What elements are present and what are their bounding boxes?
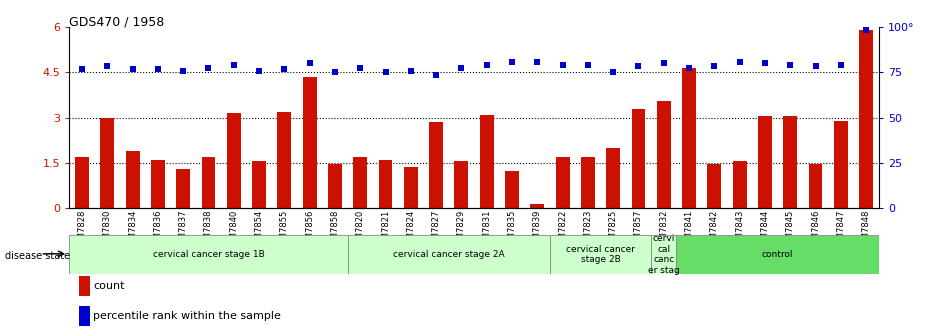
Bar bbox=[69, 235, 348, 274]
Bar bbox=[404, 167, 418, 208]
Point bbox=[252, 68, 266, 74]
Bar bbox=[177, 169, 191, 208]
Point bbox=[682, 65, 697, 70]
Text: disease state: disease state bbox=[5, 251, 69, 261]
Point bbox=[808, 64, 823, 69]
Point bbox=[277, 67, 291, 72]
Point bbox=[606, 70, 621, 75]
Bar bbox=[100, 118, 115, 208]
Point bbox=[378, 70, 393, 75]
Bar bbox=[454, 161, 468, 208]
Bar bbox=[758, 116, 771, 208]
Bar bbox=[348, 235, 550, 274]
Point bbox=[631, 64, 646, 69]
Text: GDS470 / 1958: GDS470 / 1958 bbox=[69, 15, 165, 28]
Point bbox=[555, 62, 570, 68]
Point bbox=[657, 60, 672, 66]
Bar bbox=[505, 170, 519, 208]
Bar bbox=[808, 164, 822, 208]
Point bbox=[454, 65, 469, 70]
Point bbox=[302, 60, 317, 66]
Bar bbox=[227, 113, 240, 208]
Bar bbox=[651, 235, 676, 274]
Bar bbox=[606, 148, 620, 208]
Point bbox=[352, 65, 367, 70]
Text: control: control bbox=[762, 250, 794, 259]
Bar bbox=[708, 164, 722, 208]
Bar bbox=[378, 160, 392, 208]
Bar bbox=[253, 161, 266, 208]
Point bbox=[505, 59, 520, 65]
Bar bbox=[783, 116, 797, 208]
Point bbox=[733, 59, 747, 65]
Bar bbox=[657, 101, 671, 208]
Bar bbox=[556, 157, 570, 208]
Bar bbox=[151, 160, 165, 208]
Bar bbox=[429, 122, 443, 208]
Bar bbox=[480, 115, 494, 208]
Point bbox=[227, 62, 241, 68]
Point bbox=[833, 62, 848, 68]
Bar bbox=[676, 235, 879, 274]
Bar bbox=[632, 109, 646, 208]
Bar bbox=[581, 157, 595, 208]
Text: cervical cancer stage 2A: cervical cancer stage 2A bbox=[393, 250, 504, 259]
Point bbox=[858, 27, 873, 33]
Point bbox=[707, 64, 722, 69]
Text: count: count bbox=[93, 281, 125, 291]
Bar bbox=[550, 235, 651, 274]
Bar bbox=[75, 157, 89, 208]
Bar bbox=[202, 157, 216, 208]
Point bbox=[151, 67, 166, 72]
Bar bbox=[126, 151, 140, 208]
Bar bbox=[859, 30, 873, 208]
Point bbox=[530, 59, 545, 65]
Bar bbox=[328, 164, 342, 208]
Point bbox=[783, 62, 797, 68]
Point bbox=[176, 68, 191, 74]
Bar bbox=[278, 112, 291, 208]
Bar bbox=[302, 77, 316, 208]
Text: percentile rank within the sample: percentile rank within the sample bbox=[93, 311, 281, 321]
Point bbox=[327, 70, 342, 75]
Text: cervical cancer stage 1B: cervical cancer stage 1B bbox=[153, 250, 265, 259]
Bar bbox=[530, 204, 544, 208]
Point bbox=[201, 65, 216, 70]
Point bbox=[100, 64, 115, 69]
Text: cervi
cal
canc
er stag: cervi cal canc er stag bbox=[648, 235, 680, 275]
Point bbox=[479, 62, 494, 68]
Point bbox=[403, 68, 418, 74]
Point bbox=[758, 60, 772, 66]
Bar bbox=[833, 121, 848, 208]
Point bbox=[428, 73, 443, 78]
Point bbox=[75, 67, 90, 72]
Text: cervical cancer
stage 2B: cervical cancer stage 2B bbox=[566, 245, 635, 264]
Point bbox=[125, 67, 140, 72]
Bar bbox=[733, 161, 746, 208]
Bar bbox=[353, 157, 367, 208]
Bar bbox=[682, 68, 696, 208]
Point bbox=[581, 62, 596, 68]
